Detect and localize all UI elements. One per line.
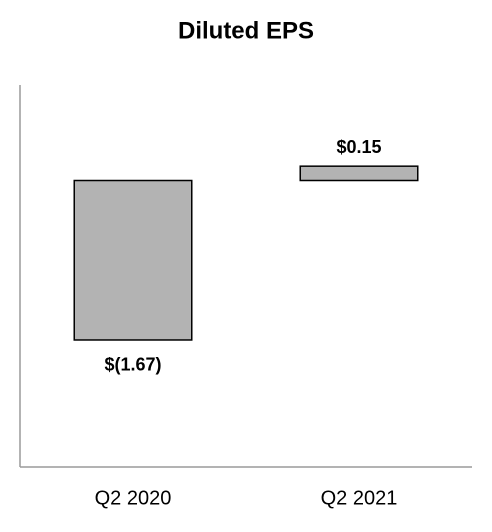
x-tick-label: Q2 2020: [95, 487, 172, 509]
chart-title: Diluted EPS: [178, 17, 314, 44]
value-label: $(1.67): [104, 355, 161, 375]
bar: [73, 179, 193, 341]
bar: [299, 165, 419, 182]
x-tick-label: Q2 2021: [321, 487, 398, 509]
value-label: $0.15: [336, 137, 381, 157]
